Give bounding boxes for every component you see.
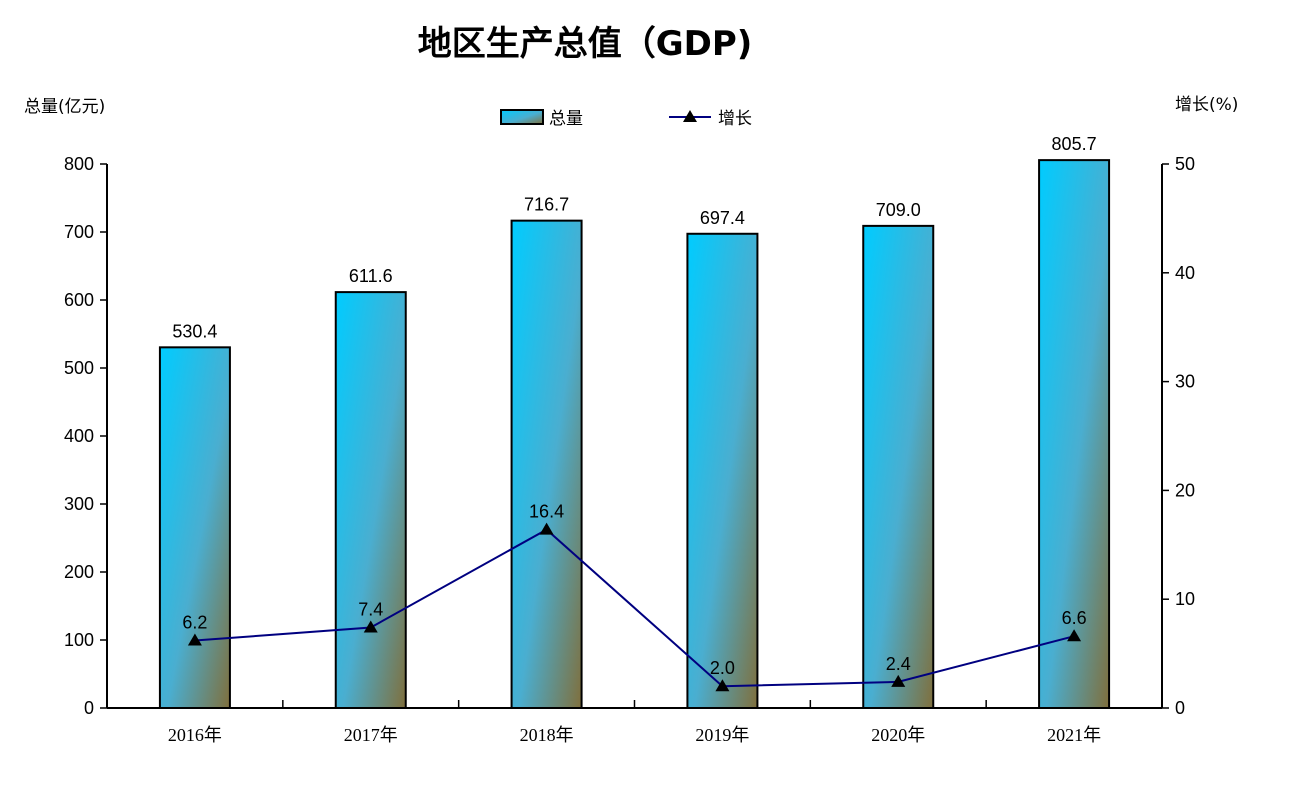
- growth-marker: [891, 674, 906, 687]
- growth-marker: [187, 633, 202, 646]
- legend-bar-swatch: [500, 109, 544, 125]
- bar: [862, 224, 935, 709]
- left-tick-label: 400: [64, 426, 94, 446]
- legend-triangle-icon: [683, 110, 697, 122]
- left-tick-label: 600: [64, 290, 94, 310]
- bar: [334, 291, 407, 709]
- legend-line-label: 增长: [718, 109, 752, 129]
- right-tick-label: 20: [1175, 480, 1195, 500]
- left-axis-label: 总量(亿元): [24, 97, 105, 117]
- category-label: 2020年: [871, 725, 925, 745]
- category-label: 2016年: [168, 725, 222, 745]
- left-tick-label: 0: [84, 698, 94, 718]
- growth-marker: [715, 679, 730, 692]
- left-tick-label: 700: [64, 222, 94, 242]
- growth-marker: [539, 522, 554, 535]
- category-label: 2019年: [695, 725, 749, 745]
- left-tick-label: 500: [64, 358, 94, 378]
- category-label: 2018年: [520, 725, 574, 745]
- bar: [686, 232, 759, 709]
- bar-data-label: 716.7: [524, 195, 569, 215]
- category-label: 2017年: [344, 725, 398, 745]
- line-data-label: 7.4: [358, 599, 383, 619]
- bar-data-label: 697.4: [700, 208, 745, 228]
- legend: 总量 增长: [500, 109, 752, 129]
- bar: [1038, 159, 1111, 709]
- growth-marker: [1067, 629, 1082, 642]
- category-label: 2021年: [1047, 725, 1101, 745]
- line-data-label: 2.4: [886, 654, 911, 674]
- bar-data-label: 611.6: [349, 266, 393, 286]
- growth-marker: [363, 620, 378, 633]
- right-tick-label: 10: [1175, 589, 1195, 609]
- right-tick-label: 30: [1175, 372, 1195, 392]
- legend-bar-label: 总量: [549, 109, 583, 129]
- left-tick-label: 300: [64, 494, 94, 514]
- bar-data-label: 530.4: [172, 321, 217, 341]
- bar: [158, 346, 231, 709]
- bar: [510, 219, 583, 709]
- bar-data-label: 805.7: [1052, 134, 1097, 154]
- right-tick-label: 50: [1175, 154, 1195, 174]
- line-data-label: 16.4: [529, 502, 564, 522]
- right-axis-label: 增长(%): [1175, 95, 1238, 115]
- right-tick-label: 0: [1175, 698, 1185, 718]
- growth-line: [194, 528, 1075, 688]
- line-data-label: 6.6: [1062, 608, 1087, 628]
- bar-data-label: 709.0: [876, 200, 921, 220]
- chart-title: 地区生产总值（GDP): [418, 24, 753, 64]
- left-tick-label: 200: [64, 562, 94, 582]
- line-data-label: 2.0: [710, 658, 735, 678]
- right-tick-label: 40: [1175, 263, 1195, 283]
- line-data-label: 6.2: [182, 613, 207, 633]
- left-tick-label: 100: [64, 630, 94, 650]
- left-tick-label: 800: [64, 154, 94, 174]
